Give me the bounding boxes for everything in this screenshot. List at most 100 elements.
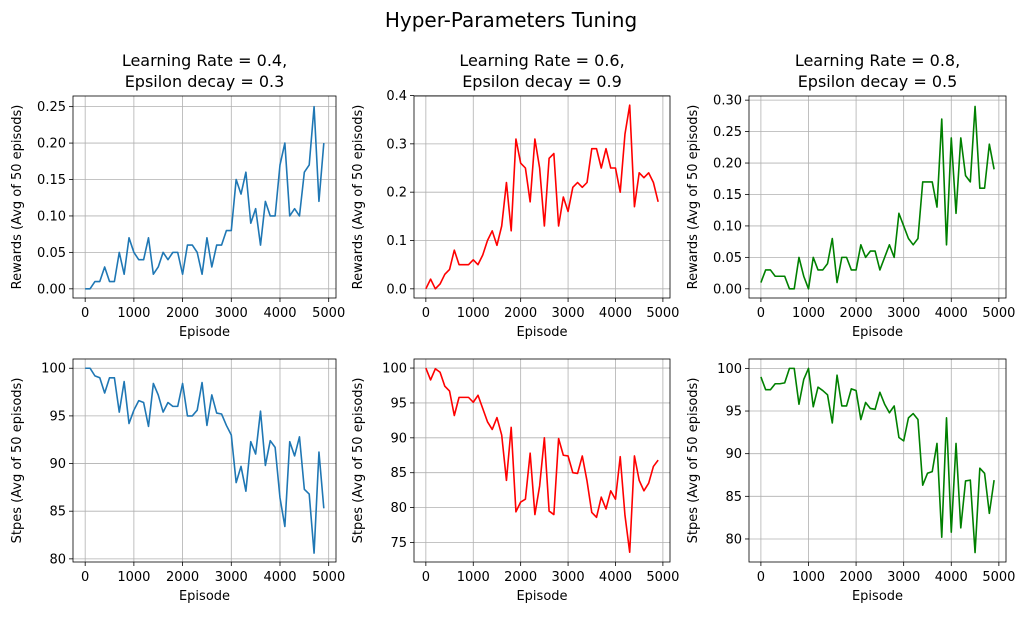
data-point bbox=[657, 459, 659, 461]
y-tick-label: 0.00 bbox=[37, 282, 66, 297]
x-tick-label: 5000 bbox=[312, 570, 345, 585]
data-point bbox=[841, 256, 843, 258]
data-point bbox=[529, 452, 531, 454]
data-point bbox=[879, 269, 881, 271]
y-tick-label: 0.3 bbox=[386, 137, 407, 152]
data-point bbox=[922, 484, 924, 486]
data-point bbox=[898, 212, 900, 214]
data-point bbox=[123, 273, 125, 275]
data-point bbox=[444, 273, 446, 275]
data-point bbox=[783, 275, 785, 277]
data-point bbox=[191, 415, 193, 417]
data-point bbox=[434, 288, 436, 290]
data-point bbox=[812, 256, 814, 258]
data-point bbox=[926, 181, 928, 183]
data-point bbox=[647, 172, 649, 174]
subplot-5: 0 1000 2000 3000 4000 5000 75 80 85 90 95 100 Episod… bbox=[351, 358, 679, 604]
data-point bbox=[138, 399, 140, 401]
data-point bbox=[240, 193, 242, 195]
data-point bbox=[279, 164, 281, 166]
data-point bbox=[172, 405, 174, 407]
data-point bbox=[181, 382, 183, 384]
x-tick-label: 0 bbox=[422, 306, 430, 321]
y-tick-label: 85 bbox=[390, 466, 407, 481]
data-point bbox=[211, 266, 213, 268]
data-point bbox=[89, 288, 91, 290]
data-point bbox=[264, 200, 266, 202]
x-axis-label: Episode bbox=[852, 325, 903, 340]
data-point bbox=[760, 281, 762, 283]
data-point bbox=[576, 181, 578, 183]
data-point bbox=[482, 407, 484, 409]
data-point bbox=[614, 498, 616, 500]
data-point bbox=[510, 426, 512, 428]
x-tick-label: 4000 bbox=[263, 570, 296, 585]
data-point bbox=[235, 178, 237, 180]
data-point bbox=[633, 455, 635, 457]
data-point bbox=[308, 164, 310, 166]
data-point bbox=[128, 422, 130, 424]
data-point bbox=[557, 225, 559, 227]
y-tick-label: 90 bbox=[390, 431, 407, 446]
x-tick-label: 3000 bbox=[887, 306, 920, 321]
x-axis-label: Episode bbox=[179, 589, 230, 604]
x-tick-label: 3000 bbox=[215, 306, 248, 321]
data-point bbox=[614, 167, 616, 169]
data-point bbox=[515, 511, 517, 513]
data-point bbox=[138, 258, 140, 260]
x-tick-label: 5000 bbox=[646, 570, 679, 585]
data-point bbox=[572, 186, 574, 188]
data-point bbox=[463, 263, 465, 265]
data-point bbox=[84, 288, 86, 290]
data-point bbox=[113, 280, 115, 282]
y-tick-label: 100 bbox=[717, 362, 742, 377]
data-point bbox=[652, 465, 654, 467]
data-point bbox=[496, 244, 498, 246]
y-tick-label: 85 bbox=[725, 490, 742, 505]
y-tick-label: 0.2 bbox=[386, 186, 407, 201]
data-point bbox=[779, 383, 781, 385]
data-point bbox=[979, 187, 981, 189]
data-point bbox=[99, 377, 101, 379]
data-point bbox=[230, 434, 232, 436]
data-point bbox=[264, 464, 266, 466]
data-point bbox=[633, 205, 635, 207]
data-point bbox=[907, 417, 909, 419]
y-tick-label: 80 bbox=[49, 552, 66, 567]
data-point bbox=[201, 381, 203, 383]
data-point bbox=[629, 551, 631, 553]
data-point bbox=[196, 251, 198, 253]
y-tick-label: 0.25 bbox=[37, 100, 66, 115]
data-point bbox=[118, 251, 120, 253]
data-point bbox=[567, 210, 569, 212]
data-point bbox=[524, 498, 526, 500]
data-point bbox=[215, 244, 217, 246]
data-point bbox=[298, 436, 300, 438]
y-tick-label: 0.05 bbox=[37, 246, 66, 261]
data-point bbox=[793, 288, 795, 290]
data-point bbox=[103, 266, 105, 268]
data-point bbox=[425, 367, 427, 369]
data-point bbox=[581, 186, 583, 188]
data-point bbox=[196, 409, 198, 411]
x-tick-label: 0 bbox=[81, 570, 89, 585]
x-tick-label: 2000 bbox=[840, 570, 873, 585]
y-tick-label: 0.20 bbox=[713, 157, 742, 172]
y-axis-label: Rewards (Avg of 50 episods) bbox=[686, 105, 701, 290]
data-point bbox=[538, 485, 540, 487]
data-point bbox=[652, 181, 654, 183]
x-tick-label: 4000 bbox=[935, 306, 968, 321]
data-point bbox=[769, 269, 771, 271]
x-tick-label: 0 bbox=[81, 306, 89, 321]
data-point bbox=[950, 137, 952, 139]
y-axis-label: Stpes (Avg of 50 episods) bbox=[351, 378, 366, 544]
data-point bbox=[254, 453, 256, 455]
y-tick-label: 0.15 bbox=[713, 188, 742, 203]
data-point bbox=[293, 207, 295, 209]
data-point bbox=[807, 367, 809, 369]
y-tick-label: 90 bbox=[49, 457, 66, 472]
data-point bbox=[874, 250, 876, 252]
data-point bbox=[201, 273, 203, 275]
subplot-4: 0 1000 2000 3000 4000 5000 80 85 90 95 100 Episode S… bbox=[10, 358, 345, 604]
data-point bbox=[893, 405, 895, 407]
